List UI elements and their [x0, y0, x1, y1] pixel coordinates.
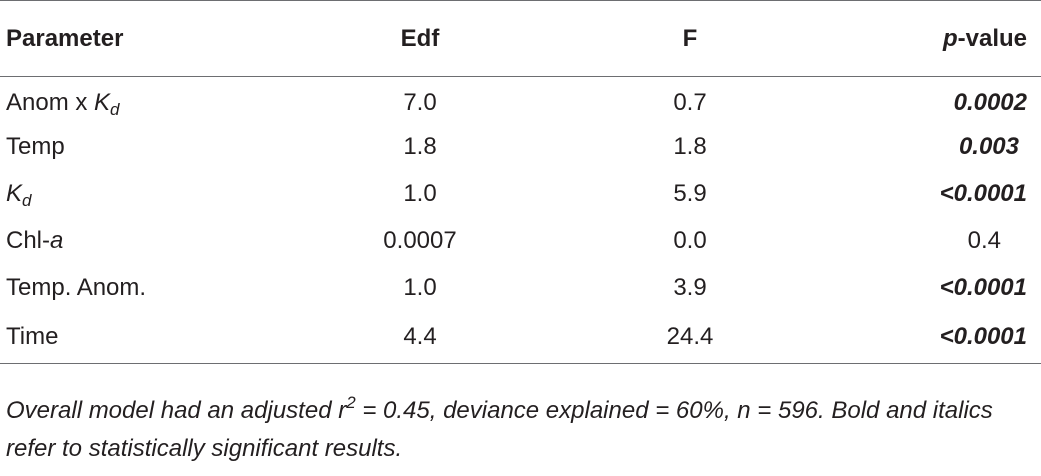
table-row: Anom x Kd 7.0 0.7 0.0002: [0, 77, 1041, 124]
table-row: Temp 1.8 1.8 0.003: [0, 124, 1041, 171]
row-parameter: Anom x Kd: [0, 77, 300, 124]
row-edf: 7.0: [403, 89, 437, 117]
table-footnote: Overall model had an adjusted r2 = 0.45,…: [6, 392, 1036, 468]
header-parameter: Parameter: [0, 0, 300, 77]
row-parameter: Kd: [0, 171, 300, 218]
header-row: Parameter Edf F p-value: [0, 0, 1041, 77]
footnote-part2: = 0.45, deviance explained = 60%, n = 59…: [6, 397, 993, 462]
row-f: 0.7: [673, 89, 707, 117]
header-f: F: [540, 0, 840, 77]
model-results-table: Parameter Edf F p-value Anom x Kd 7.0 0.…: [0, 0, 1041, 364]
row-edf: 1.8: [403, 133, 437, 160]
row-f: 24.4: [540, 311, 840, 364]
results-table-container: Parameter Edf F p-value Anom x Kd 7.0 0.…: [0, 0, 1041, 364]
table-row: Temp. Anom. 1.0 3.9 <0.0001: [0, 265, 1041, 312]
row-parameter: Time: [0, 311, 300, 364]
row-parameter: Chl-a: [0, 218, 300, 265]
row-f: 0.0: [673, 227, 707, 254]
table-body: Anom x Kd 7.0 0.7 0.0002 Temp 1.8 1.8 0.…: [0, 77, 1041, 364]
table-row: Kd 1.0 5.9 <0.0001: [0, 171, 1041, 218]
header-p-value: p-value: [840, 0, 1041, 77]
row-p-value: <0.0001: [939, 180, 1027, 207]
row-f: 1.8: [673, 133, 707, 160]
row-parameter: Temp. Anom.: [0, 265, 300, 312]
table-row: Chl-a 0.0007 0.0 0.4: [0, 218, 1041, 265]
row-f: 5.9: [673, 180, 707, 207]
param-subscript: d: [110, 100, 120, 120]
row-p-value: 0.003: [958, 133, 1019, 160]
header-p-letter: p: [942, 24, 958, 52]
row-p-value: 0.0002: [953, 89, 1027, 117]
param-text: Temp: [6, 133, 65, 160]
param-italic: K: [94, 89, 111, 117]
param-text: Temp. Anom.: [6, 274, 147, 301]
row-f: 3.9: [673, 274, 707, 301]
header-p-suffix: -value: [957, 24, 1027, 52]
footnote-part1: Overall model had an adjusted r: [6, 397, 347, 424]
param-italic: K: [6, 180, 23, 207]
table-header: Parameter Edf F p-value: [0, 0, 1041, 77]
row-edf: 0.0007: [383, 227, 457, 254]
param-text: Time: [6, 323, 59, 351]
row-parameter: Temp: [0, 124, 300, 171]
param-italic: a: [50, 227, 64, 254]
row-p-value: <0.0001: [840, 311, 1041, 364]
header-edf: Edf: [300, 0, 540, 77]
table-row: Time 4.4 24.4 <0.0001: [0, 311, 1041, 364]
row-p-value: 0.4: [967, 227, 1001, 254]
param-text: Chl-: [6, 227, 51, 254]
row-p-value: <0.0001: [939, 274, 1027, 301]
param-text: Anom x: [6, 89, 95, 117]
param-subscript: d: [22, 191, 32, 210]
row-edf: 1.0: [403, 274, 437, 301]
row-edf: 1.0: [403, 180, 437, 207]
row-edf: 4.4: [300, 311, 540, 364]
footnote-superscript: 2: [346, 393, 356, 412]
